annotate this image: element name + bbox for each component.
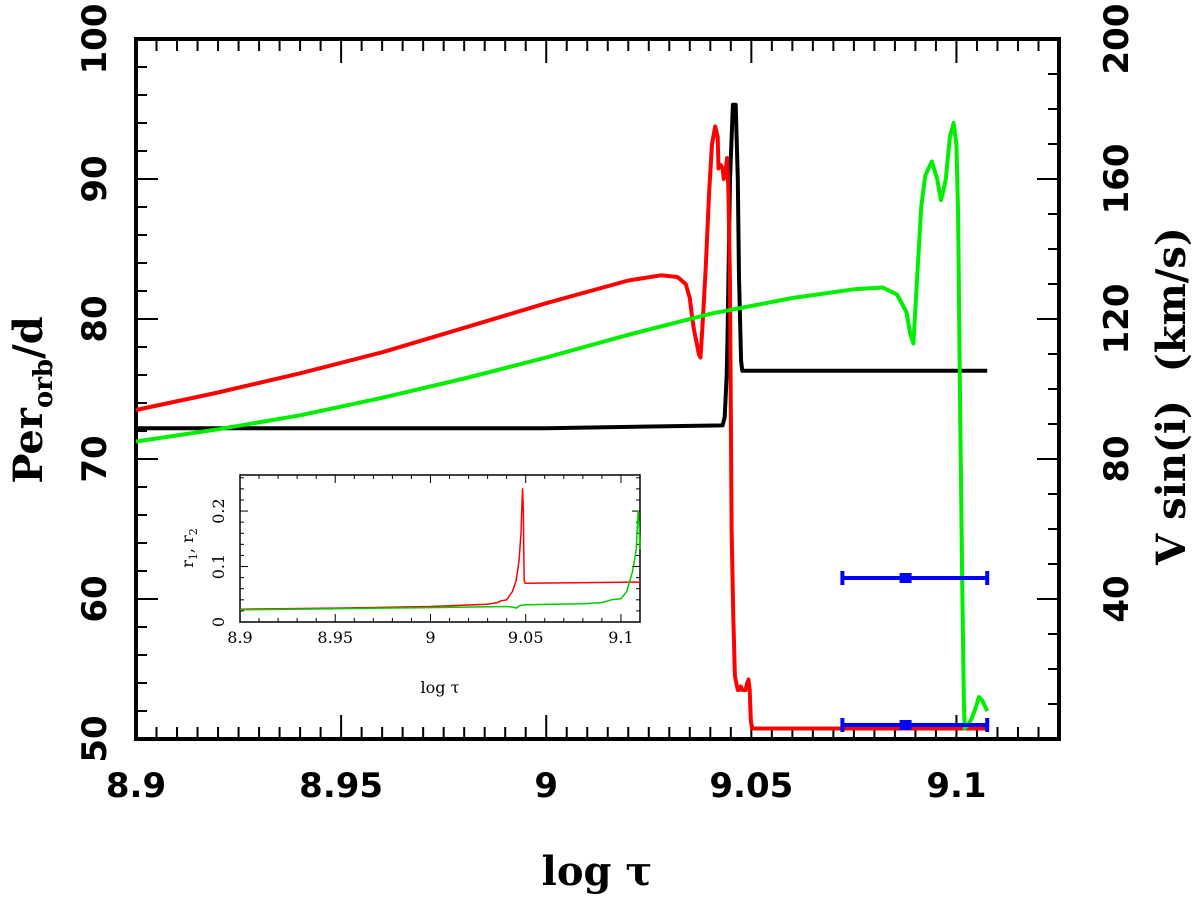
y-left-title-main: Per	[5, 407, 52, 483]
y-left-tick-label: 90	[75, 155, 115, 202]
inset-series-line-red	[239, 488, 641, 610]
y-right-tick-label-group: 40	[1097, 575, 1137, 622]
inset-x-title: log τ	[421, 678, 460, 697]
y-left-tick-label: 70	[75, 435, 115, 482]
y-left-tick-label: 80	[75, 295, 115, 342]
x-tick-label: 9	[534, 766, 558, 806]
x-tick-label: 8.9	[106, 766, 166, 806]
x-axis-title: log τ	[542, 848, 653, 895]
inset-y-title-group: r1, r2	[178, 528, 200, 567]
y-left-tick-label-group: 90	[75, 155, 115, 202]
x-tick-label: 9.1	[926, 766, 986, 806]
y-left-tick-label-group: 80	[75, 295, 115, 342]
main-ticks	[135, 38, 1060, 740]
inset-series-line-green	[239, 510, 641, 611]
inset-x-tick-label: 8.95	[317, 628, 353, 647]
inset-series	[239, 488, 641, 611]
series-line-red	[135, 124, 988, 731]
inset-x-tick-label: 9	[425, 628, 435, 647]
error-bar-point	[899, 573, 912, 583]
y-axis-right-title-group: V sin(i) (km/s)	[1148, 227, 1195, 566]
x-tick-label: 8.95	[299, 766, 383, 806]
y-left-tick-label-group: 50	[75, 715, 115, 762]
y-left-tick-label: 60	[75, 575, 115, 622]
y-left-title-sub: orb	[29, 359, 59, 408]
y-left-tick-label-group: 70	[75, 435, 115, 482]
y-axis-left-title-group: Perorb/d	[5, 316, 59, 483]
error-bar-point	[899, 720, 912, 730]
y-left-tick-label: 100	[75, 4, 115, 75]
y-right-tick-label-group: 120	[1097, 284, 1137, 355]
y-right-tick-label: 80	[1097, 435, 1137, 482]
y-axis-right-title: V sin(i) (km/s)	[1148, 227, 1195, 566]
inset-y-tick-label-group: 0.2	[209, 498, 228, 523]
inset-y-tick-label: 0	[209, 617, 228, 627]
inset-y-tick-label-group: 0	[209, 617, 228, 627]
inset-background	[240, 475, 640, 622]
y-right-tick-label: 120	[1097, 284, 1137, 355]
y-right-tick-label: 160	[1097, 144, 1137, 215]
y-left-title-tail: /d	[5, 316, 52, 359]
inset-x-tick-label: 8.9	[227, 628, 252, 647]
inset-y-tick-label: 0.1	[209, 554, 228, 579]
y-right-tick-label-group: 200	[1097, 4, 1137, 75]
inset-y-tick-label-group: 0.1	[209, 554, 228, 579]
y-axis-left-title: Perorb/d	[5, 316, 59, 483]
y-left-tick-label-group: 60	[75, 575, 115, 622]
inset-ticks	[239, 475, 641, 623]
y-left-tick-label-group: 100	[75, 4, 115, 75]
main-error-bars	[840, 571, 990, 732]
inset-x-tick-label: 9.1	[608, 628, 633, 647]
y-right-tick-label: 200	[1097, 4, 1137, 75]
y-right-tick-label-group: 80	[1097, 435, 1137, 482]
y-right-tick-label: 40	[1097, 575, 1137, 622]
main-tick-labels: 8.9 8.95 9 9.05 9.15060708090100408012016020…	[75, 4, 1137, 806]
x-tick-label: 9.05	[709, 766, 793, 806]
y-left-tick-label: 50	[75, 715, 115, 762]
inset-tick-labels: 8.9 8.95 9 9.05 9.1 0 0.1 0.2	[209, 498, 634, 647]
inset-y-tick-label: 0.2	[209, 498, 228, 523]
inset-plot: 8.9 8.95 9 9.05 9.1 0 0.1 0.2 log τ r1, r2	[178, 474, 641, 697]
inset-y-title: r1, r2	[178, 528, 200, 567]
inset-x-tick-label: 9.05	[508, 628, 544, 647]
y-right-tick-label-group: 160	[1097, 144, 1137, 215]
series-line-black	[136, 102, 988, 431]
